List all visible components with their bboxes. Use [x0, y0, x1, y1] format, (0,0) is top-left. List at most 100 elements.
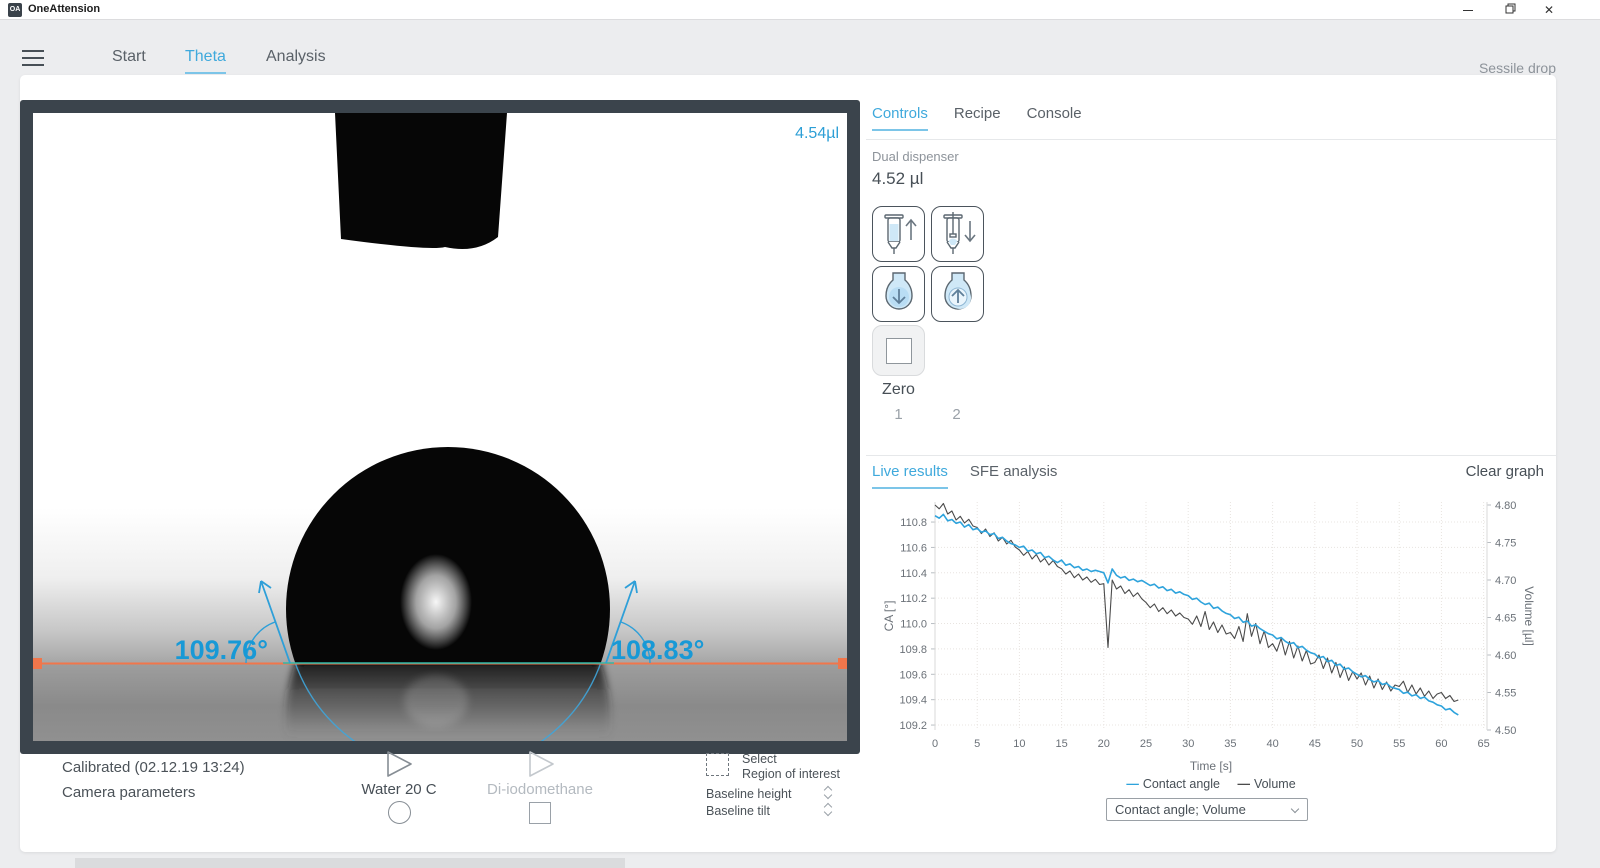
graph-series-dropdown[interactable]: Contact angle; Volume [1106, 798, 1308, 821]
svg-text:110.4: 110.4 [900, 568, 927, 580]
svg-text:45: 45 [1309, 738, 1321, 750]
contact-angle-right: 108.83° [611, 635, 705, 665]
nav-item-start[interactable]: Start [112, 48, 146, 65]
camera-live-view: 4.54µl 109.76° 108.83° [33, 113, 847, 741]
svg-text:4.75: 4.75 [1495, 538, 1516, 550]
title-bar: OA OneAttension ✕ [0, 0, 1600, 20]
svg-text:20: 20 [1098, 738, 1110, 750]
tab-recipe[interactable]: Recipe [953, 105, 1001, 122]
stop-square-icon [885, 337, 912, 364]
svg-text:0: 0 [932, 738, 938, 750]
svg-text:4.65: 4.65 [1495, 613, 1516, 625]
svg-text:15: 15 [1055, 738, 1067, 750]
syringe-empty-down-icon [942, 212, 976, 254]
svg-text:60: 60 [1435, 738, 1447, 750]
tab-live-results[interactable]: Live results [872, 463, 948, 489]
baseline-handle-right[interactable] [838, 658, 847, 669]
zero-label: Zero [882, 381, 915, 398]
roi-label-line2[interactable]: Region of interest [742, 767, 840, 781]
svg-text:5: 5 [974, 738, 980, 750]
drop-aspirate-button[interactable] [931, 266, 984, 322]
chart-legend: — Contact angle — Volume [866, 777, 1556, 791]
tab-controls[interactable]: Controls [872, 105, 928, 131]
dropdown-value: Contact angle; Volume [1115, 802, 1246, 817]
nav-item-analysis[interactable]: Analysis [266, 48, 326, 65]
syringe-dispense-button[interactable] [931, 206, 984, 262]
svg-text:109.6: 109.6 [899, 669, 927, 681]
legend-dash-blue: — [1126, 777, 1139, 791]
content-card: 4.54µl 109.76° 108.83° Calibrated (02.12… [20, 75, 1556, 852]
restore-button[interactable] [1494, 0, 1526, 20]
svg-text:109.8: 109.8 [899, 644, 927, 656]
baseline-height-label: Baseline height [706, 787, 792, 801]
camera-parameters-link[interactable]: Camera parameters [62, 784, 196, 801]
drop-volume-overlay: 4.54µl [795, 125, 839, 142]
drop-scene [33, 113, 847, 741]
contact-angle-left: 109.76° [174, 635, 268, 665]
play-water-button[interactable] [384, 749, 414, 779]
drop-dispense-button[interactable] [872, 266, 925, 322]
zero-button[interactable] [872, 325, 925, 376]
taskbar-edge [75, 858, 625, 868]
svg-text:Time [s]: Time [s] [1190, 759, 1232, 773]
svg-text:4.80: 4.80 [1495, 500, 1516, 512]
region-of-interest-icon[interactable] [706, 753, 729, 776]
svg-text:50: 50 [1351, 738, 1363, 750]
chart-canvas: 0 5 10 15 20 25 30 35 40 45 50 55 60 65 109.2 109.4 109.… [882, 500, 1536, 773]
dispenser-volume: 4.52 µl [872, 169, 924, 188]
water-radio[interactable] [388, 801, 411, 824]
svg-text:30: 30 [1182, 738, 1194, 750]
minimize-button[interactable] [1452, 0, 1484, 20]
svg-text:4.60: 4.60 [1495, 650, 1516, 662]
sessile-drop [286, 447, 610, 663]
right-panel: Controls Recipe Console Dual dispenser 4… [866, 75, 1556, 852]
svg-text:55: 55 [1393, 738, 1405, 750]
svg-text:40: 40 [1266, 738, 1278, 750]
baseline-tilt-label: Baseline tilt [706, 804, 770, 818]
close-button[interactable]: ✕ [1543, 3, 1555, 17]
dispensing-needle [335, 113, 507, 250]
calibrated-link[interactable]: Calibrated (02.12.19 13:24) [62, 759, 245, 776]
svg-text:109.4: 109.4 [899, 695, 927, 707]
dispenser-tab-2[interactable]: 2 [952, 406, 961, 423]
tangent-lines [245, 580, 651, 664]
svg-text:35: 35 [1224, 738, 1236, 750]
svg-text:65: 65 [1477, 738, 1489, 750]
tab-console[interactable]: Console [1026, 105, 1082, 122]
svg-text:25: 25 [1140, 738, 1152, 750]
svg-text:4.55: 4.55 [1495, 688, 1516, 700]
syringe-fill-button[interactable] [872, 206, 925, 262]
drop-dispense-down-icon [884, 272, 913, 310]
svg-text:110.0: 110.0 [900, 619, 927, 631]
svg-text:110.8: 110.8 [900, 517, 927, 529]
svg-text:4.70: 4.70 [1495, 575, 1516, 587]
liquid-diiodomethane-label: Di-iodomethane [487, 781, 593, 798]
live-results-chart: 0 5 10 15 20 25 30 35 40 45 50 55 60 65 109.2 109.4 109.… [866, 490, 1556, 821]
nav-bar: Start Theta Analysis Sessile drop [0, 20, 1600, 76]
roi-label-line1[interactable]: Select [742, 752, 777, 766]
camera-frame: 4.54µl 109.76° 108.83° [20, 100, 860, 754]
play-icon-disabled [529, 751, 554, 777]
svg-text:109.2: 109.2 [899, 720, 927, 732]
svg-text:10: 10 [1013, 738, 1025, 750]
baseline-tilt-stepper[interactable] [821, 802, 835, 818]
legend-volume: — Volume [1237, 777, 1296, 791]
baseline-height-stepper[interactable] [821, 785, 835, 801]
tab-sfe-analysis[interactable]: SFE analysis [969, 463, 1058, 480]
dispenser-label: Dual dispenser [872, 149, 959, 164]
svg-text:110.2: 110.2 [900, 593, 927, 605]
clear-graph-button[interactable]: Clear graph [1465, 463, 1544, 480]
window-title: OneAttension [28, 3, 101, 15]
drop-reflection [286, 663, 610, 741]
play-diiodomethane-button[interactable] [526, 749, 556, 779]
hamburger-menu-icon[interactable] [22, 50, 44, 66]
play-icon [387, 751, 412, 777]
angle-arc-left [245, 621, 276, 664]
legend-contact-angle: — Contact angle [1126, 777, 1220, 791]
nav-item-theta[interactable]: Theta [185, 48, 226, 74]
diiodomethane-checkbox[interactable] [529, 802, 551, 824]
baseline-handle-left[interactable] [33, 658, 42, 669]
svg-text:110.6: 110.6 [900, 542, 927, 554]
syringe-fill-up-icon [883, 214, 917, 254]
dispenser-tab-1[interactable]: 1 [894, 406, 903, 423]
